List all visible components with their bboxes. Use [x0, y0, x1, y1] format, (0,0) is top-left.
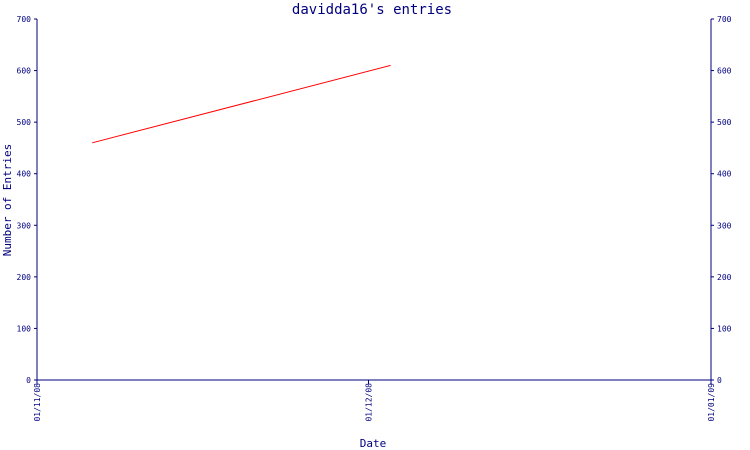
y-tick-label-left: 200 [17, 273, 32, 282]
y-tick-label-right: 700 [717, 15, 732, 24]
y-tick-label-right: 200 [717, 273, 732, 282]
y-tick-label-left: 300 [17, 221, 32, 230]
x-tick-label: 01/12/08 [364, 383, 373, 422]
y-tick-label-right: 600 [717, 67, 732, 76]
y-axis-label: Number of Entries [1, 144, 14, 257]
series-group [92, 64, 391, 144]
y-tick-label-left: 500 [17, 118, 32, 127]
y-tick-label-left: 700 [17, 15, 32, 24]
y-tick-label-right: 0 [717, 376, 722, 385]
x-axis-label: Date [360, 437, 387, 450]
y-tick-label-left: 600 [17, 67, 32, 76]
y-tick-label-left: 100 [17, 324, 32, 333]
plot-frame [36, 19, 712, 381]
y-tick-label-right: 400 [717, 170, 732, 179]
series-line [92, 64, 391, 144]
x-ticks: 01/11/08 01/12/08 01/01/09 [33, 380, 716, 422]
y-tick-label-right: 100 [717, 324, 732, 333]
chart-title: davidda16's entries [292, 2, 452, 18]
x-tick-label: 01/11/08 [33, 383, 42, 422]
y-ticks: 0 0 100 100 200 200 300 300 400 400 500 500 600 600 70… [17, 15, 732, 385]
x-tick-label: 01/01/09 [707, 383, 716, 422]
y-tick-label-left: 0 [26, 376, 31, 385]
y-tick-label-left: 400 [17, 170, 32, 179]
y-tick-label-right: 300 [717, 221, 732, 230]
y-tick-label-right: 500 [717, 118, 732, 127]
